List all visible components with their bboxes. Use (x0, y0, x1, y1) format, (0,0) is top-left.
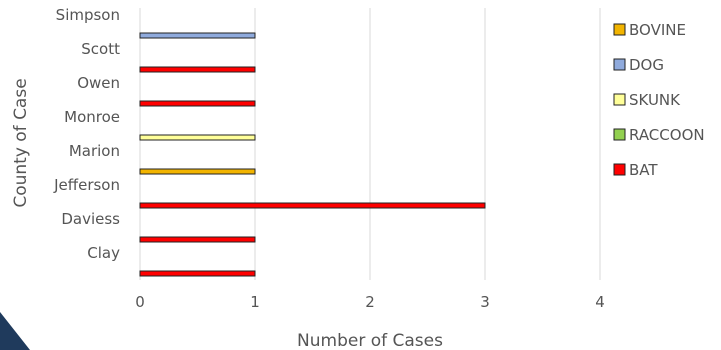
category-label-monroe: Monroe (64, 108, 120, 126)
bar-simpson-dog (139, 32, 256, 39)
legend: BOVINE DOG SKUNK RACCOON BAT (613, 21, 705, 179)
x-tick-label-2: 2 (365, 293, 375, 311)
gridlines (139, 8, 601, 280)
category-label-jefferson: Jefferson (53, 176, 120, 194)
x-tick-label-4: 4 (595, 293, 605, 311)
legend-label-bovine: BOVINE (629, 21, 686, 39)
legend-swatch-raccoon (613, 128, 626, 141)
bar-owen-bat (139, 100, 256, 107)
x-axis-title: Number of Cases (297, 331, 443, 350)
legend-label-bat: BAT (629, 161, 658, 179)
legend-swatch-skunk (613, 93, 626, 106)
bar-clay-bat (139, 270, 256, 277)
category-label-daviess: Daviess (61, 210, 120, 228)
legend-label-raccoon: RACCOON (629, 126, 705, 144)
category-label-marion: Marion (69, 142, 120, 160)
legend-label-dog: DOG (629, 56, 664, 74)
legend-label-skunk: SKUNK (629, 91, 681, 109)
bar-daviess-bat (139, 236, 256, 243)
bar-jefferson-bat (139, 202, 486, 209)
category-label-owen: Owen (77, 74, 120, 92)
x-tick-label-1: 1 (250, 293, 260, 311)
y-axis-title: County of Case (11, 78, 31, 207)
legend-swatch-bovine (613, 23, 626, 36)
category-label-simpson: Simpson (56, 6, 120, 24)
bar-scott-bat (139, 66, 256, 73)
bars (139, 32, 486, 277)
corner-decoration (0, 312, 30, 350)
category-labels: Clay Daviess Jefferson Marion Monroe Owen Scot… (53, 6, 120, 262)
legend-swatch-bat (613, 163, 626, 176)
category-label-scott: Scott (81, 40, 120, 58)
category-label-clay: Clay (87, 244, 120, 262)
bar-monroe-skunk (139, 134, 256, 141)
x-tick-label-3: 3 (480, 293, 490, 311)
x-tick-label-0: 0 (135, 293, 145, 311)
legend-swatch-dog (613, 58, 626, 71)
x-tick-labels: 0 1 2 3 4 (135, 293, 605, 311)
bar-marion-bovine (139, 168, 256, 175)
